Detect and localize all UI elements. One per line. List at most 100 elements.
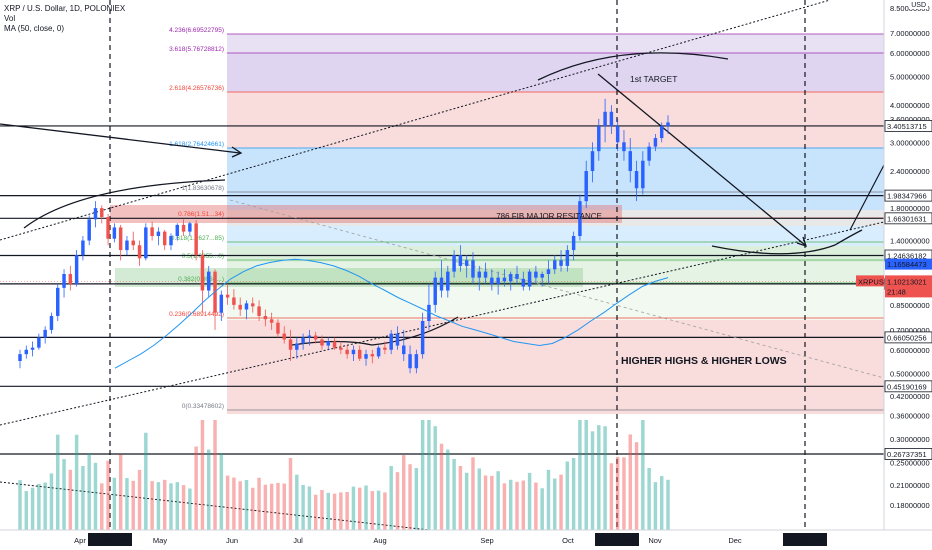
fib-band-4236 — [227, 34, 884, 53]
price-tick-label: 0.70000000 — [890, 326, 930, 335]
candle-body — [269, 319, 274, 323]
volume-bar — [559, 474, 563, 530]
candle-body — [496, 277, 500, 284]
volume-bar — [257, 477, 261, 530]
candle-body — [597, 126, 601, 152]
candle-body — [540, 273, 544, 278]
fib-band-1618 — [227, 148, 884, 210]
volume-bar — [420, 420, 425, 530]
right-cup-arc — [711, 229, 863, 255]
volume-bar — [326, 492, 331, 530]
upper-channel-line — [0, 0, 831, 241]
candle-body — [490, 277, 494, 284]
candle-body — [282, 333, 286, 340]
candle-body — [188, 223, 192, 232]
candle-body — [345, 349, 349, 355]
volume-bar — [194, 446, 198, 530]
candle-body — [427, 304, 431, 322]
candle-body — [225, 294, 230, 298]
volume-bar — [446, 449, 450, 530]
volume-bars — [18, 420, 670, 530]
candle-body — [257, 306, 261, 316]
volume-bar — [276, 482, 280, 530]
volume-bar — [282, 483, 286, 530]
volume-bar — [659, 476, 664, 530]
time-tick-highlight — [783, 533, 827, 546]
fib-bands — [110, 34, 884, 414]
volume-bar — [320, 490, 324, 530]
volume-bar — [106, 460, 110, 530]
candle-body — [565, 250, 570, 266]
volume-trend-line — [0, 481, 591, 549]
volume-bar — [483, 475, 488, 530]
volume-bar — [68, 469, 73, 530]
fib-label: 1.618(2.76424661) — [169, 141, 224, 148]
price-tick-label: 3.00000000 — [890, 138, 930, 147]
moving-average — [114, 258, 669, 369]
annotation-1st-target: 1st TARGET — [630, 74, 677, 84]
candle-body — [389, 333, 393, 350]
volume-bar — [590, 431, 595, 530]
price-tick-label: 3.60000000 — [890, 115, 930, 124]
candle-body — [194, 223, 198, 256]
volume-bar — [527, 472, 532, 530]
candle-body — [471, 260, 475, 278]
candle-body — [641, 160, 645, 189]
time-axis-ticks: Apr 12 Apr '21 May Jun Jul Aug Sep Oct 18 Oct '2… — [74, 533, 827, 546]
candle-body — [508, 273, 513, 282]
volume-bar — [345, 492, 349, 530]
volume-bar — [464, 472, 469, 530]
volume-bar — [515, 481, 519, 530]
annotation-higher-highs: HIGHER HIGHS & HIGHER LOWS — [621, 355, 787, 367]
volume-bar — [521, 480, 526, 530]
highlight-level-label-box — [885, 258, 932, 270]
volume-bar — [156, 482, 161, 530]
price-tick-label: 0.30000000 — [890, 435, 930, 444]
volume-bar — [357, 487, 362, 530]
volume-bar — [408, 464, 412, 530]
volume-bar — [181, 485, 186, 530]
level-label-box — [884, 380, 932, 393]
candle-body — [232, 297, 236, 305]
candle-body — [578, 201, 582, 237]
volume-bar — [188, 488, 192, 530]
candle-body — [408, 354, 412, 369]
volume-bar — [244, 479, 249, 530]
candle-body — [49, 315, 54, 330]
candle-body — [439, 277, 444, 291]
volume-bar — [609, 463, 614, 530]
price-tick-label: 7.00000000 — [890, 29, 930, 38]
legend-ma: MA (50, close, 0) — [4, 24, 65, 33]
projection-line — [597, 73, 806, 246]
candle-body — [502, 277, 507, 282]
candle-body — [584, 171, 588, 202]
candle-body — [553, 260, 557, 270]
level-label-text: 1.24636182 — [887, 252, 927, 261]
volume-bar — [339, 492, 343, 530]
fib-band-2618 — [227, 92, 884, 148]
candle-body — [559, 260, 563, 266]
volume-bar — [477, 468, 481, 530]
volume-bar — [87, 453, 91, 530]
candle-body — [137, 245, 142, 259]
volume-bar — [508, 479, 513, 530]
candle-body — [634, 171, 639, 189]
volume-bar — [571, 458, 576, 530]
price-tick-label: 0.42000000 — [890, 392, 930, 401]
countdown-text: 21:48 — [887, 287, 906, 296]
candle-body — [364, 354, 368, 359]
level-label-box — [884, 189, 932, 202]
volume-bar — [439, 443, 444, 530]
volume-bar — [37, 483, 41, 530]
volume-bar — [24, 491, 29, 530]
currency-label[interactable]: USD — [909, 2, 928, 9]
candle-body — [144, 227, 148, 259]
volume-bar — [433, 426, 437, 530]
volume-bar — [370, 491, 375, 530]
candle-body — [521, 278, 526, 287]
candle-body — [339, 347, 343, 350]
volume-bar — [150, 481, 154, 530]
volume-bar — [313, 494, 318, 530]
candle-body — [464, 260, 469, 266]
